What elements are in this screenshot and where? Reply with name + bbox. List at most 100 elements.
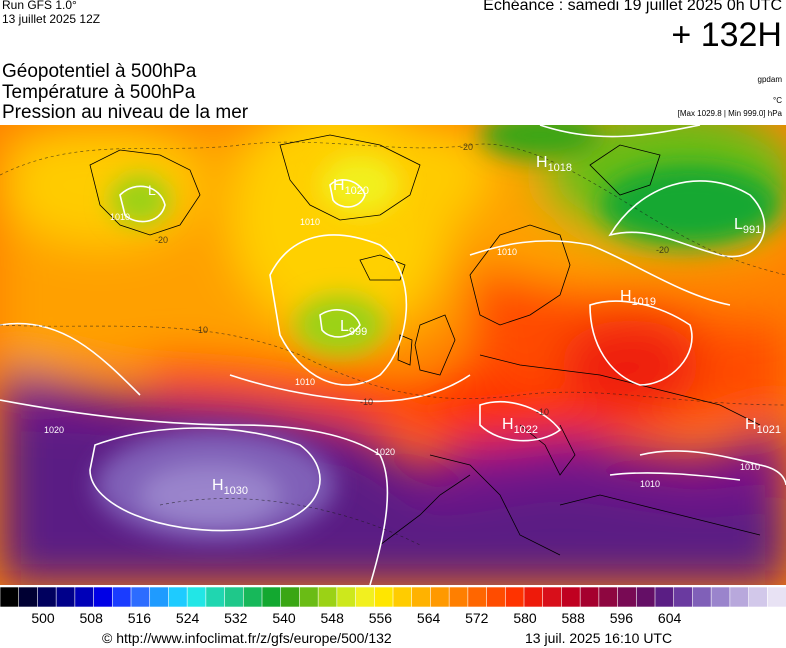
legend-tick-label: 508 xyxy=(79,610,103,626)
pressure-centers: H1020 H1018 L991 L999 H1019 H1022 H1021 … xyxy=(148,154,781,497)
run-date-label: 13 juillet 2025 12Z xyxy=(2,12,101,26)
isobar-label: 1010 xyxy=(640,479,660,489)
high-center-azores: H1030 xyxy=(212,477,248,497)
pressure-minmax: [Max 1029.8 | Min 999.0] hPa xyxy=(677,109,782,118)
unit-geopotential: gpdam xyxy=(757,75,782,84)
legend-swatch xyxy=(242,587,263,607)
legend-swatch xyxy=(224,587,245,607)
legend-swatch xyxy=(748,587,769,607)
legend-swatch xyxy=(55,587,76,607)
isobar-label: 1010 xyxy=(300,217,320,227)
legend-tick-label: 588 xyxy=(561,610,585,626)
legend-swatch xyxy=(186,587,207,607)
legend-swatch xyxy=(280,587,301,607)
legend-tick-label: 516 xyxy=(127,610,152,626)
legend-swatch xyxy=(411,587,432,607)
isotherm-labels: -20 -20 -20 -10 -10 -10 xyxy=(155,142,669,417)
legend-swatch xyxy=(504,587,525,607)
legend-tick-label: 556 xyxy=(368,610,393,626)
generation-timestamp: 13 juil. 2025 16:10 UTC xyxy=(525,630,673,646)
legend-swatch xyxy=(205,587,226,607)
high-center-greenland: H1020 xyxy=(333,177,369,197)
legend-swatch xyxy=(523,587,544,607)
legend-swatch xyxy=(579,587,600,607)
legend-swatch xyxy=(467,587,488,607)
legend-swatch xyxy=(692,587,712,607)
legend-swatch xyxy=(766,587,786,607)
low-center-atlantic: L999 xyxy=(340,318,367,338)
legend-swatch xyxy=(373,587,394,607)
legend-swatch xyxy=(598,587,619,607)
legend-swatch xyxy=(149,587,170,607)
legend-tick-label: 524 xyxy=(175,610,200,626)
legend-tick-label: 580 xyxy=(513,610,537,626)
legend-swatch xyxy=(37,587,57,607)
legend-swatch xyxy=(168,587,188,607)
legend-swatch xyxy=(317,587,338,607)
isotherms xyxy=(0,141,786,546)
legend-swatch xyxy=(130,587,151,607)
isobar-labels: 1010 1010 1010 1010 1020 1020 1010 1010 xyxy=(44,212,760,489)
isobar-label: 1010 xyxy=(497,247,517,257)
legend-swatch xyxy=(561,587,581,607)
forecast-lead-time: + 132H xyxy=(671,16,782,54)
legend-swatch xyxy=(355,587,376,607)
legend-swatch xyxy=(93,587,114,607)
legend-swatch xyxy=(74,587,95,607)
legend-swatch xyxy=(617,587,638,607)
legend-tick-label: 596 xyxy=(609,610,634,626)
legend-tick-label: 564 xyxy=(416,610,441,626)
legend-swatch xyxy=(486,587,507,607)
legend-swatch xyxy=(0,587,20,607)
legend-swatch xyxy=(430,587,450,607)
legend-tick-label: 500 xyxy=(31,610,55,626)
legend-swatch xyxy=(299,587,319,607)
title-geopotential: Géopotentiel à 500hPa xyxy=(2,61,197,82)
legend-swatch xyxy=(729,587,750,607)
title-pressure: Pression au niveau de la mer xyxy=(2,102,249,123)
legend-swatch xyxy=(654,587,675,607)
legend-tick-label: 572 xyxy=(465,610,489,626)
legend-swatch xyxy=(448,587,469,607)
isobar-label: 1010 xyxy=(295,377,315,387)
isobar-label: 1010 xyxy=(110,212,130,222)
legend-swatch xyxy=(710,587,731,607)
title-temperature: Température à 500hPa xyxy=(2,82,196,103)
legend-swatch xyxy=(111,587,132,607)
legend-swatch xyxy=(673,587,694,607)
legend-swatch xyxy=(542,587,563,607)
isobar-label: 1020 xyxy=(44,425,64,435)
low-center-canada: L xyxy=(148,182,156,198)
high-center-balkans: H1021 xyxy=(745,416,781,436)
isobar-label: 1010 xyxy=(740,462,760,472)
coastlines xyxy=(89,134,761,556)
isotherm-label: -20 xyxy=(656,245,669,255)
high-center-scandinavia: H1018 xyxy=(536,154,572,174)
legend-swatch xyxy=(336,587,357,607)
legend-swatch xyxy=(635,587,656,607)
isotherm-label: -10 xyxy=(360,397,373,407)
isotherm-label: -10 xyxy=(536,407,549,417)
run-model-label: Run GFS 1.0° xyxy=(2,0,77,12)
forecast-valid-time: Echéance : samedi 19 juillet 2025 0h UTC xyxy=(483,0,782,14)
legend-tick-label: 532 xyxy=(224,610,248,626)
geopotential-field xyxy=(0,125,786,585)
legend-tick-label: 604 xyxy=(657,610,682,626)
color-legend xyxy=(0,587,786,607)
weather-map: H1020 H1018 L991 L999 H1019 H1022 H1021 … xyxy=(0,125,786,585)
isotherm-label: -10 xyxy=(195,325,208,335)
isobar-label: 1020 xyxy=(375,447,395,457)
isobars xyxy=(0,125,786,585)
high-center-alps: H1022 xyxy=(502,416,538,436)
low-center-russia: L991 xyxy=(734,216,761,236)
legend-tick-label: 548 xyxy=(320,610,344,626)
high-center-baltic: H1019 xyxy=(620,288,656,308)
unit-temperature: °C xyxy=(773,96,782,105)
isotherm-label: -20 xyxy=(155,235,168,245)
legend-swatch xyxy=(18,587,39,607)
legend-swatch xyxy=(261,587,282,607)
isotherm-label: -20 xyxy=(460,142,473,152)
legend-swatch xyxy=(392,587,413,607)
legend-tick-label: 540 xyxy=(272,610,296,626)
source-credit: © http://www.infoclimat.fr/z/gfs/europe/… xyxy=(102,630,392,646)
